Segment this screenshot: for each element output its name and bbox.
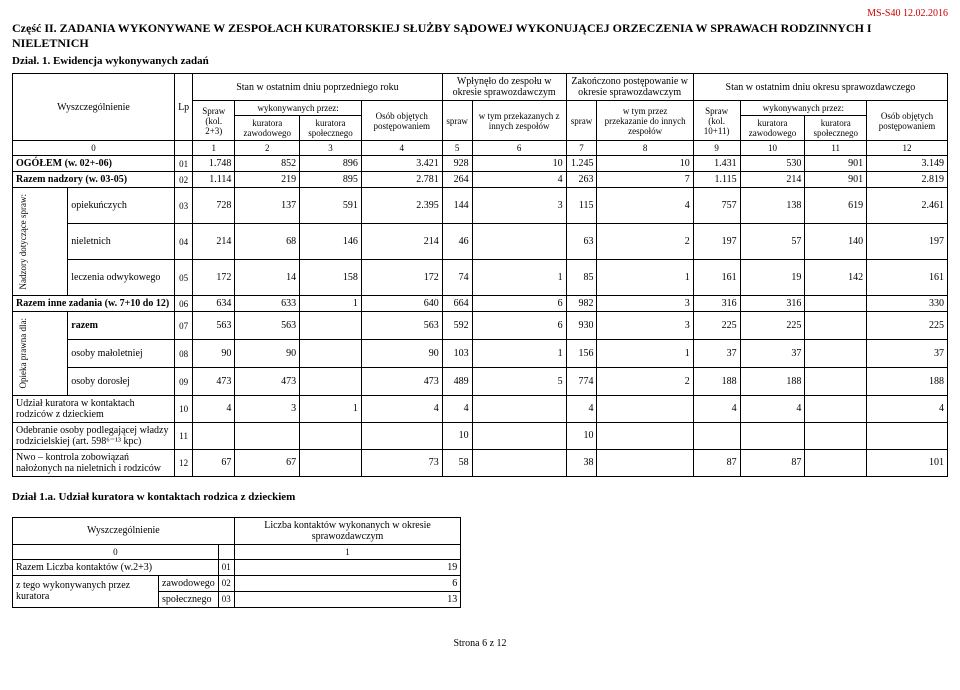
table-row: OGÓŁEM (w. 02+-06)011.7488528963.4219281… <box>13 156 948 172</box>
col-wtym: w tym przekazanych z innych zespołów <box>472 101 566 141</box>
table-row: nieletnich04214681462144663219757140197 <box>13 224 948 260</box>
table-row: Razem inne zadania (w. 7+10 do 12)066346… <box>13 296 948 312</box>
subsection-title: Dział. 1. Ewidencja wykonywanych zadań <box>12 55 948 67</box>
col-zakonczono: Zakończono postępowanie w okresie sprawo… <box>566 74 693 101</box>
col-wplynelo: Wpłynęło do zespołu w okresie sprawozdaw… <box>442 74 566 101</box>
table-row: z tego wykonywanych przez kuratora zawod… <box>13 575 461 591</box>
col-osob-1: Osób objętych postępowaniem <box>361 101 442 141</box>
col-spraw23: Spraw (kol. 2+3) <box>193 101 235 141</box>
table-row: Odebranie osoby podlegającej władzy rodz… <box>13 422 948 449</box>
col-lp: Lp <box>175 74 193 141</box>
table-row: Udział kuratora w kontaktach rodziców z … <box>13 395 948 422</box>
col-stan-pop: Stan w ostatnim dniu poprzedniego roku <box>193 74 443 101</box>
col-wyk-1: wykonywanych przez: <box>235 101 362 116</box>
col-wyszczegolnienie: Wyszczególnienie <box>13 74 175 141</box>
col-spraw-b: spraw <box>566 101 597 141</box>
col-stan-spr: Stan w ostatnim dniu okresu sprawozdawcz… <box>693 74 947 101</box>
table-row: Opieka prawna dla:razem07563563563592693… <box>13 312 948 340</box>
col-ks-1: kuratora społecznego <box>300 116 362 141</box>
col-spraw-a: spraw <box>442 101 472 141</box>
table-2: Wyszczególnienie Liczba kontaktów wykona… <box>12 517 461 608</box>
col-kz-1: kuratora zawodowego <box>235 116 300 141</box>
table-row: Nwo – kontrola zobowiązań nałożonych na … <box>13 449 948 476</box>
col-wtym2: w tym przez przekazanie do innych zespoł… <box>597 101 693 141</box>
table-row: osoby małoletniej0890909010311561373737 <box>13 340 948 368</box>
table-row: leczenia odwykowego051721415817274185116… <box>13 260 948 296</box>
col-spraw1011: Spraw (kol. 10+11) <box>693 101 740 141</box>
col-wyk-2: wykonywanych przez: <box>740 101 867 116</box>
page-footer: Strona 6 z 12 <box>12 638 948 649</box>
table-row: osoby dorosłej09473473473489577421881881… <box>13 368 948 396</box>
subsection-2-title: Dział 1.a. Udział kuratora w kontaktach … <box>12 491 948 503</box>
col-kz-2: kuratora zawodowego <box>740 116 805 141</box>
main-table: Wyszczególnienie Lp Stan w ostatnim dniu… <box>12 73 948 477</box>
col-ks-2: kuratora społecznego <box>805 116 867 141</box>
table-row: Razem Liczba kontaktów (w.2+3) 01 19 <box>13 559 461 575</box>
col-osob-2: Osób objętych postępowaniem <box>867 101 948 141</box>
t2-wysz: Wyszczególnienie <box>13 517 235 544</box>
table-row: Nadzory dotyczące spraw:opiekuńczych0372… <box>13 188 948 224</box>
t2-liczba: Liczba kontaktów wykonanych w okresie sp… <box>234 517 460 544</box>
col-number-row: 0 1 2 3 4 5 6 7 8 9 10 11 12 <box>13 141 948 156</box>
table-row: Razem nadzory (w. 03-05)021.1142198952.7… <box>13 172 948 188</box>
section-title: Część II. ZADANIA WYKONYWANE W ZESPOŁACH… <box>12 21 948 51</box>
header-code: MS-S40 12.02.2016 <box>12 8 948 19</box>
